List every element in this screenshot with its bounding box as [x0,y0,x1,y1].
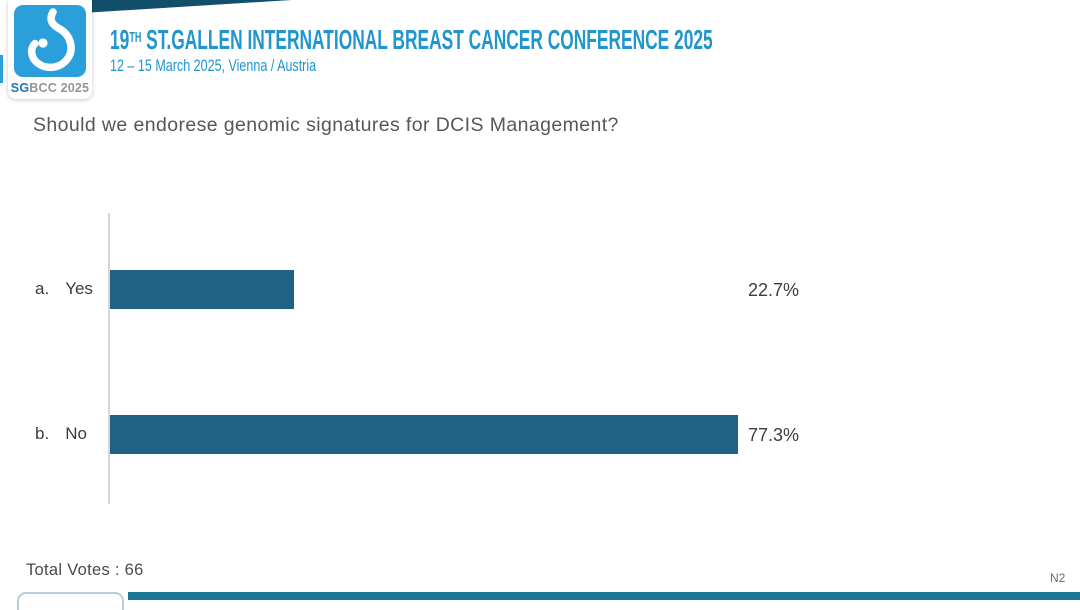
left-edge-accent [0,55,3,83]
bottom-left-button[interactable] [17,592,124,610]
option-prefix-a: a. [35,279,50,298]
bar-no [110,415,738,454]
conference-title-ordinal: TH [129,29,142,46]
bottom-accent-bar [128,592,1080,600]
bar-yes [110,270,294,309]
logo-caption: SGBCC 2025 [8,81,92,95]
option-prefix-b: b. [35,424,50,443]
sgbcc-logo-icon [14,5,86,77]
category-label-no: b. No [35,424,115,444]
logo-text-sg: SG [10,81,30,95]
value-label-no: 77.3% [748,425,800,445]
logo-text-bcc: BCC 2025 [29,81,90,95]
conference-title: 19TH ST.GALLEN INTERNATIONAL BREAST CANC… [110,24,713,56]
sgbcc-logo: SGBCC 2025 [8,0,92,99]
poll-question: Should we endorese genomic signatures fo… [33,114,619,136]
conference-title-text: ST.GALLEN INTERNATIONAL BREAST CANCER CO… [141,24,713,55]
conference-subtitle: 12 – 15 March 2025, Vienna / Austria [110,57,317,75]
slide-number: N2 [1050,571,1066,585]
chart-axis-line [108,213,110,504]
option-text-no: No [65,424,87,443]
category-label-yes: a. Yes [35,279,115,299]
option-text-yes: Yes [65,279,93,298]
value-label-yes: 22.7% [748,280,800,300]
top-wedge-decoration [82,0,292,13]
total-votes: Total Votes : 66 [26,561,144,579]
conference-title-number: 19 [110,24,130,55]
